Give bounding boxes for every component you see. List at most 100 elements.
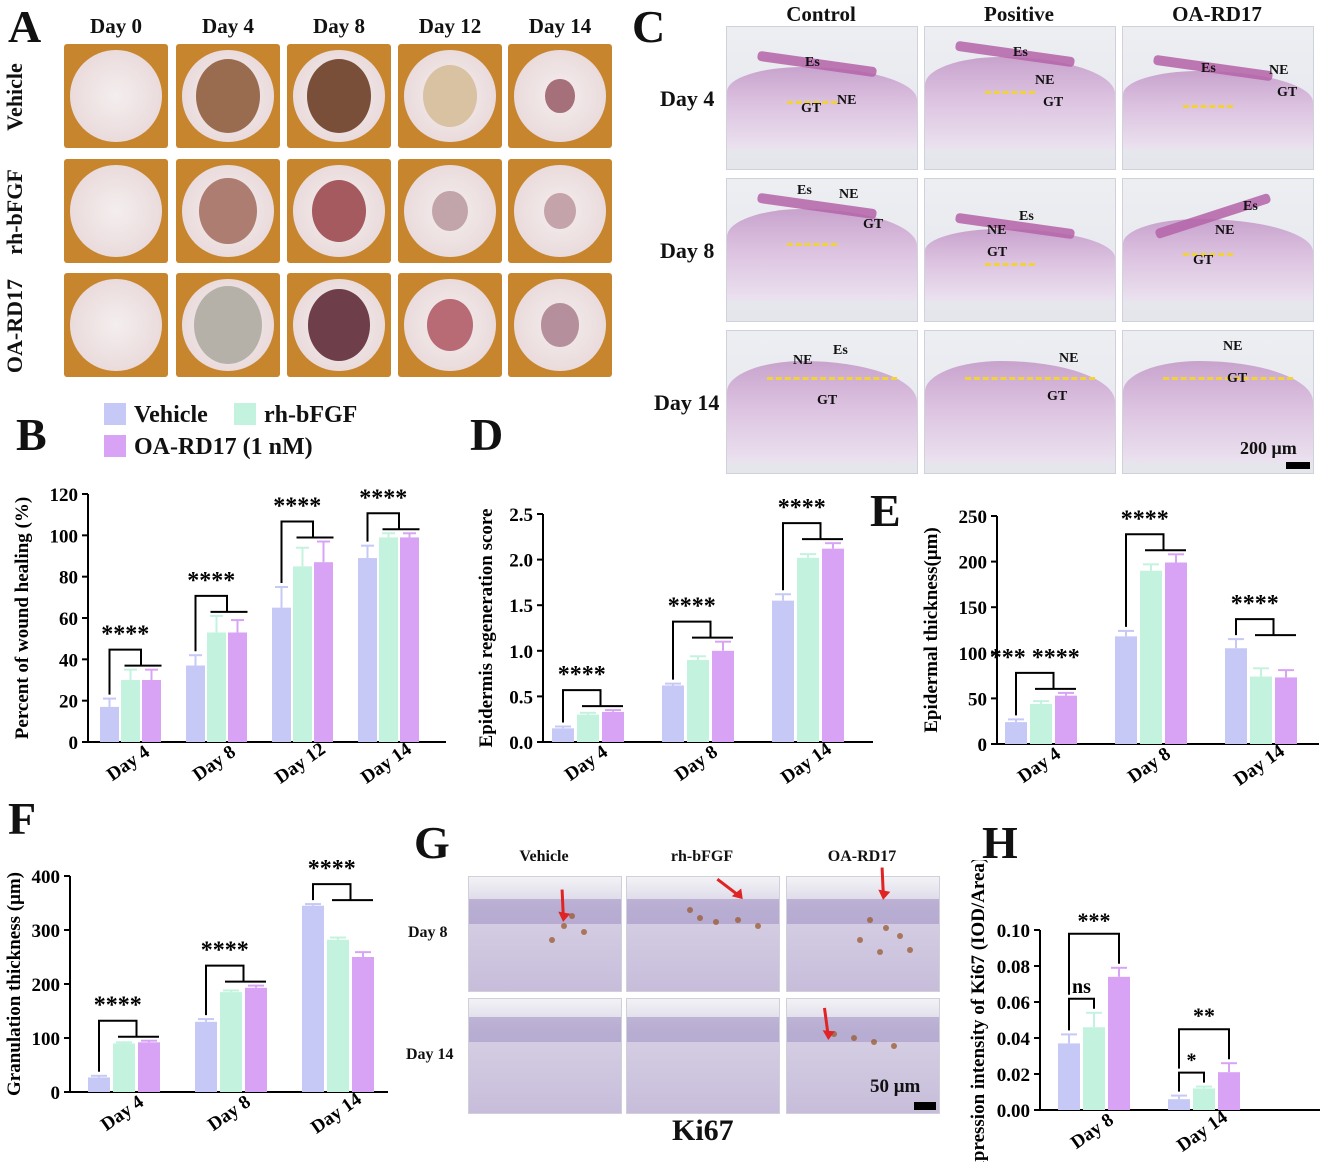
panel-a-row-header: rh-bFGF [2,169,27,255]
bar [712,650,734,742]
red-arrow-icon [822,1007,835,1041]
wound-area [422,64,478,128]
bar [1275,677,1297,744]
significance-label: **** [778,495,826,521]
y-tick-label: 100 [50,526,79,547]
histology-label-es: Es [1243,199,1258,214]
significance-bracket [1235,618,1275,636]
wound-photo [287,273,391,377]
panel-a-row-header: Vehicle [2,63,27,131]
ki67-positive-cell [851,1035,857,1041]
wound-photo [176,159,280,263]
histology-label-ne: NE [1215,223,1235,238]
panel-c-scale-label: 200 μm [1240,438,1297,458]
histology-image: Es NE GT [924,26,1116,170]
bar [358,558,377,742]
bar [1058,1043,1080,1110]
y-tick-label: 120 [50,485,79,506]
panel-a-col-header: Day 12 [418,14,482,38]
histology-label-es: Es [1019,209,1034,224]
y-tick-label: 0.08 [997,957,1030,978]
significance-bracket [562,689,602,723]
chart-h-ki67-expression: 0.00 0.02 0.04 0.06 0.08 0.10 Expression inten… [968,860,1320,1162]
x-tick-label: Day 8 [671,741,722,785]
x-tick-label: Day 4 [103,741,154,785]
legend-swatch-rhbfgf [234,403,256,425]
legend-label-rhbfgf: rh-bFGF [264,402,358,428]
bar [1250,676,1272,744]
wound-disk [70,165,162,257]
significance-bracket [1178,1028,1230,1069]
panel-g-row-header: Day 14 [406,1046,454,1063]
histology-label-es: Es [1201,61,1216,76]
tissue-section [925,57,1115,149]
y-tick-label: 2.5 [509,505,533,526]
significance-label: **** [201,938,249,964]
ki67-positive-cell [907,947,913,953]
x-tick-label: Day 8 [204,1091,255,1135]
histology-label-gt: GT [987,245,1008,260]
ihc-image [786,876,940,992]
y-tick-label: 100 [32,1029,61,1050]
panel-g-scale-bar [914,1102,936,1110]
legend-label-vehicle: Vehicle [134,402,208,428]
annotation-dash [985,263,1035,266]
bar [687,659,709,742]
epidermis-band [787,1017,939,1043]
wound-area [195,58,261,134]
tissue-section [727,209,917,301]
panel-c-scale-bar [1286,462,1310,469]
y-axis-label: Expression intensity of Ki67 (IOD/Area) [968,860,989,1162]
bar [662,685,684,742]
wound-photo [64,159,168,263]
annotation-dash [1163,377,1293,380]
y-axis-label: Percent of wound healing (%) [12,497,33,739]
ki67-positive-cell [883,925,889,931]
x-tick-label: Day 14 [1230,740,1289,790]
x-tick-label: Day 14 [357,738,416,788]
panel-label-a: A [8,1,42,52]
y-tick-label: 2.0 [509,551,533,572]
wound-photo [398,159,502,263]
significance-bracket [312,883,352,901]
bar [1108,976,1130,1110]
bar [121,680,140,742]
wound-area [307,289,371,361]
annotation-dash [767,377,897,380]
bar [195,1021,217,1092]
y-tick-label: 60 [59,609,78,630]
wound-photo [508,273,612,377]
bar [272,607,291,742]
histology-image: NE GT [1122,330,1314,474]
ki67-positive-cell [581,929,587,935]
significance-label: **** [94,993,142,1019]
legend-item-vehicle: Vehicle [104,402,208,429]
ki67-positive-cell [549,937,555,943]
ki67-positive-cell [755,923,761,929]
ki67-positive-cell [891,1043,897,1049]
wound-area [193,285,263,365]
bar [552,728,574,742]
significance-bracket [98,1019,138,1072]
y-tick-label: 200 [32,975,61,996]
annotation-dash [965,377,1095,380]
y-tick-label: 1.0 [509,642,533,663]
bar [293,566,312,742]
x-tick-label: Day 12 [271,739,329,789]
chart-f-granulation-thickness: 0 100 200 300 400 Granulation thickness (μm) D… [4,856,388,1138]
ihc-image [626,998,780,1114]
histology-image: Es NE GT [726,26,918,170]
bar [327,939,349,1092]
y-tick-label: 20 [59,692,78,713]
histology-image: Es NE GT [1122,26,1314,170]
y-tick-label: 0 [51,1083,61,1104]
panel-g-caption: Ki67 [672,1114,734,1147]
wound-area [432,190,468,232]
wound-photo [64,273,168,377]
histology-label-ne: NE [987,223,1007,238]
bar [186,665,205,742]
panel-a-col-header: Day 4 [202,14,254,38]
ki67-positive-cell [713,919,719,925]
panel-a-col-header: Day 0 [90,14,142,38]
red-arrow-icon [716,877,743,900]
